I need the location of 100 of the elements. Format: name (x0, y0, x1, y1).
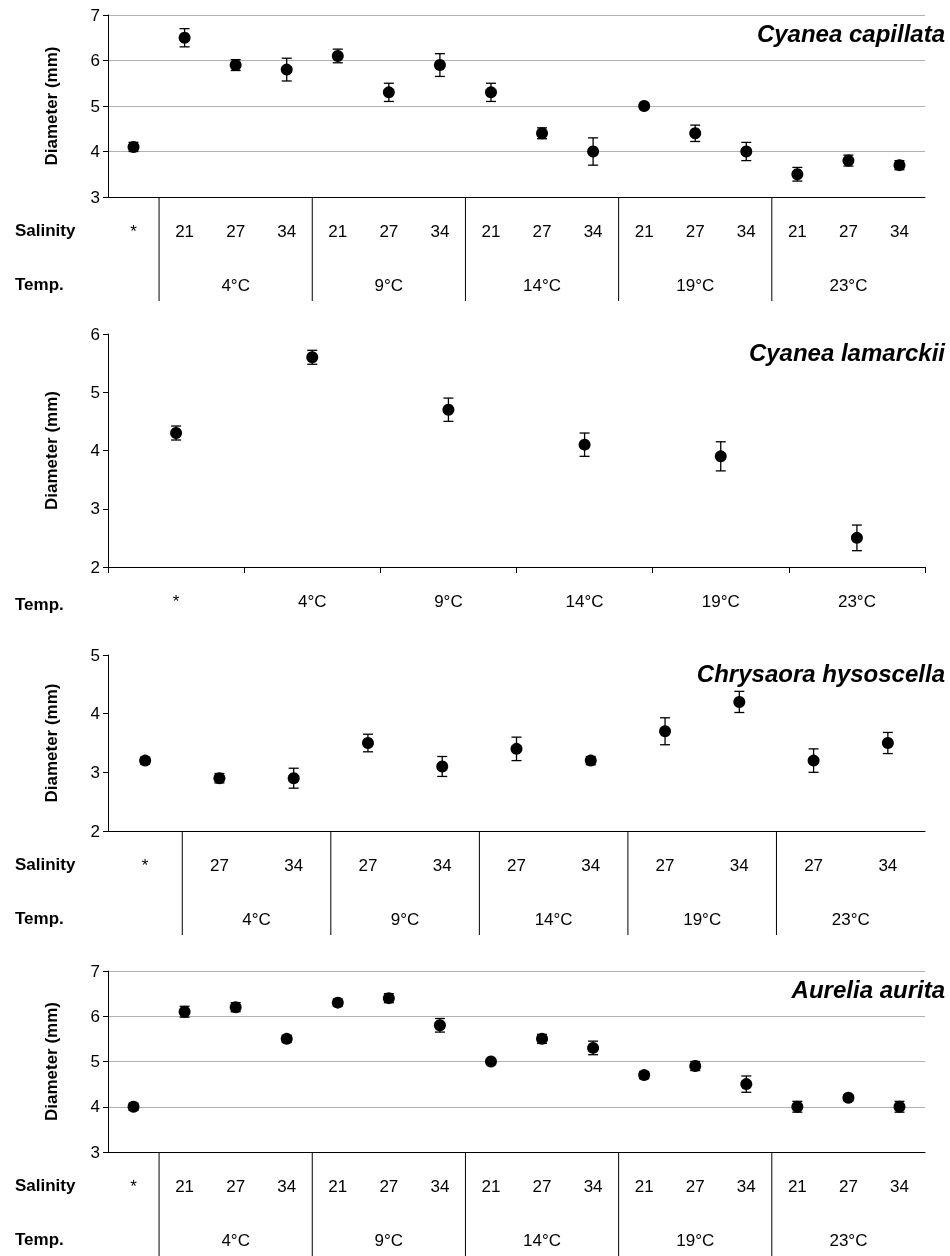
y-tick-label: 6 (90, 51, 100, 70)
x-tick-label: * (141, 856, 149, 875)
point (807, 754, 820, 767)
y-tick-label: 4 (90, 704, 100, 724)
y-tick-label: 7 (90, 5, 100, 25)
point (587, 145, 600, 158)
x-tick-label: 9°C (434, 592, 463, 611)
point (287, 772, 300, 785)
x-tick-label: 27 (685, 222, 705, 241)
x-tick-label: 27 (838, 222, 858, 241)
y-axis-title: Diameter (mm) (42, 1001, 61, 1122)
x-tick-label: 14°C (565, 592, 604, 611)
y-tick-label: 4 (90, 1097, 100, 1117)
text: 9°C (390, 909, 420, 929)
point (382, 86, 395, 99)
x-tick-label: 34 (581, 856, 601, 875)
x-tick-label: 21 (328, 222, 348, 241)
chart-title: Aurelia aurita (790, 975, 945, 1003)
y-axis-title: Diameter (mm) (42, 46, 61, 166)
y-tick-label: 3 (90, 499, 100, 519)
x-tick-label: 34 (729, 856, 749, 875)
y-axis-title: Diameter (mm) (42, 683, 61, 803)
x-tick-label: 23°C (837, 592, 876, 611)
x-tick-label: 34 (432, 856, 452, 875)
x-tick-label: 27 (655, 856, 675, 875)
text: 9°C (374, 275, 404, 295)
text: 4°C (242, 909, 271, 929)
text: 14°C (523, 275, 562, 295)
text: 9°C (374, 1230, 404, 1250)
y-tick-label: 5 (90, 382, 100, 402)
x-tick-label: 34 (583, 222, 603, 241)
x-axis-title: Temp. (15, 1230, 64, 1249)
text: Salinity (15, 1176, 77, 1195)
x-tick-label: 21 (634, 222, 654, 241)
text: 4°C (221, 1230, 250, 1250)
x-tick-label: 27 (379, 222, 399, 241)
x-axis-title: Temp. (15, 909, 64, 928)
point (659, 725, 672, 738)
text: 23°C (829, 1230, 868, 1250)
point (433, 59, 446, 72)
y-tick-label: 6 (90, 1006, 100, 1026)
x-tick-label: 21 (481, 222, 501, 241)
y-tick-label: 5 (90, 1052, 100, 1071)
point (436, 760, 449, 773)
point (280, 63, 293, 76)
text: 14°C (523, 1230, 562, 1250)
x-tick-label: 34 (878, 856, 898, 875)
x-tick-label: 21 (634, 1177, 654, 1196)
x-tick-label: 34 (277, 1177, 297, 1196)
text: 14°C (534, 909, 573, 929)
point (578, 438, 591, 451)
y-axis-title: Diameter (mm) (42, 390, 61, 511)
y-tick-label: 3 (90, 762, 100, 782)
y-tick-label: 6 (90, 324, 100, 344)
point (178, 31, 191, 44)
x-tick-label: 27 (804, 856, 824, 875)
text: Salinity (15, 855, 77, 874)
x-tick-label: 19°C (701, 592, 740, 611)
x-tick-label: 21 (787, 1177, 807, 1196)
point (442, 403, 455, 416)
x-tick-label: 21 (481, 1177, 501, 1196)
text: 4°C (221, 275, 250, 295)
x-tick-label: 34 (890, 1177, 909, 1196)
text: 23°C (829, 275, 868, 295)
y-tick-label: 2 (90, 557, 100, 577)
x-tick-label: 34 (284, 856, 304, 875)
chart-title: Chrysaora hysoscella (696, 659, 946, 687)
x-tick-label: 27 (838, 1177, 858, 1196)
y-tick-label: 3 (90, 187, 100, 207)
text: Salinity (15, 221, 77, 240)
x-tick-label: 34 (736, 222, 756, 241)
y-tick-label: 3 (90, 1142, 100, 1162)
x-axis-title: Temp. (15, 595, 64, 614)
chart-title: Cyanea capillata (756, 19, 946, 47)
y-tick-label: 4 (90, 441, 100, 460)
text: 19°C (676, 275, 715, 295)
y-tick-label: 5 (90, 96, 100, 116)
x-tick-label: * (172, 592, 180, 611)
x-tick-label: 21 (175, 1177, 195, 1196)
x-tick-label: 27 (379, 1177, 399, 1196)
point (484, 1055, 497, 1068)
y-tick-label: 2 (90, 821, 100, 841)
x-tick-label: 27 (209, 856, 229, 875)
point (881, 737, 894, 749)
x-tick-label: 27 (685, 1177, 705, 1196)
x-tick-label: 34 (430, 1177, 450, 1196)
text: 19°C (683, 909, 722, 929)
text: 23°C (831, 909, 870, 929)
x-tick-label: 34 (430, 222, 450, 241)
x-tick-label: 27 (226, 1177, 246, 1196)
y-tick-label: 5 (90, 645, 100, 665)
text: 19°C (676, 1230, 715, 1250)
point (510, 742, 523, 755)
x-tick-label: 21 (787, 222, 807, 241)
y-tick-label: 7 (90, 961, 100, 981)
point (733, 695, 746, 708)
x-tick-label: * (130, 222, 138, 241)
x-tick-label: 27 (226, 222, 246, 241)
x-axis-title: Temp. (15, 275, 64, 294)
point (484, 86, 497, 99)
